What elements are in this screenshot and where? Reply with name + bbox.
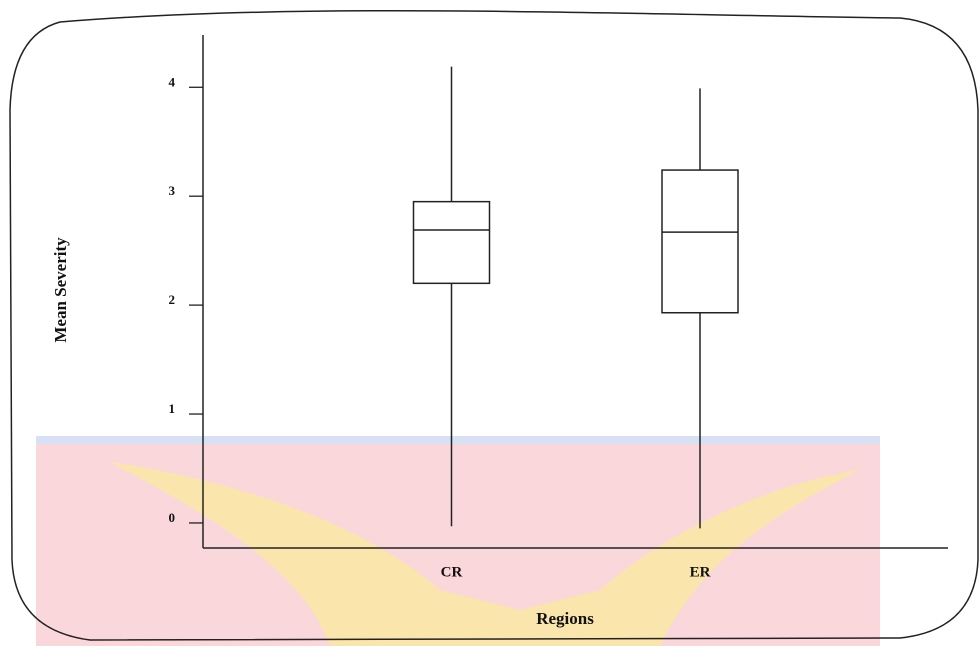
x-tick-label: CR (441, 564, 463, 580)
y-axis-title: Mean Severity (51, 237, 70, 343)
box (661, 169, 739, 314)
x-tick-label: ER (690, 564, 711, 580)
watermark (36, 436, 880, 646)
box (412, 200, 491, 285)
watermark-bird (110, 462, 860, 646)
watermark-stripe (36, 436, 880, 444)
y-tick-label: 4 (169, 74, 176, 89)
y-tick-label: 0 (169, 510, 176, 525)
y-tick-label: 2 (169, 292, 176, 307)
y-tick-label: 3 (169, 183, 176, 198)
y-tick-label: 1 (169, 401, 176, 416)
x-axis-title: Regions (536, 609, 594, 628)
frame (9, 10, 979, 641)
